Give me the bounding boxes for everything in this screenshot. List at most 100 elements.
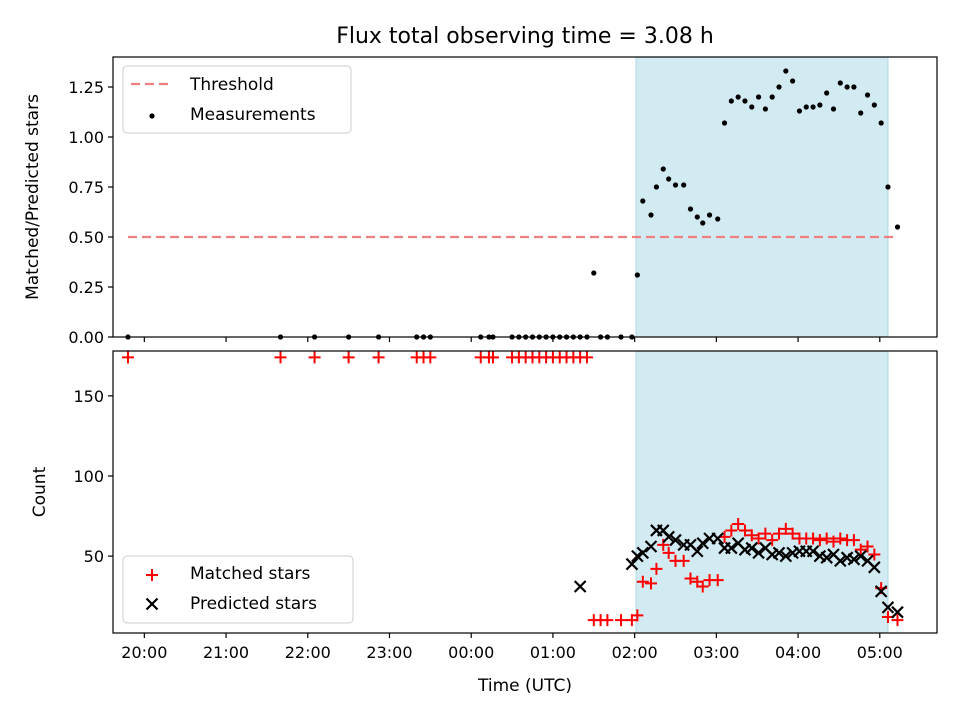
- matched-star-point: [650, 562, 663, 575]
- predicted-star-point: [854, 549, 868, 563]
- measurement-point: [878, 120, 884, 126]
- measurement-point: [885, 184, 891, 190]
- matched-star-point: [601, 614, 614, 627]
- matched-star-point: [779, 522, 792, 535]
- predicted-star-point: [868, 561, 881, 574]
- measurement-point: [796, 108, 803, 114]
- matched-star-point: [786, 527, 799, 540]
- matched-star-point: [752, 532, 765, 545]
- y-tick-label: 0.25: [68, 278, 104, 297]
- predicted-star-point: [772, 546, 786, 560]
- x-tick-label: 20:00: [121, 643, 167, 662]
- y-tick-label: 1.00: [68, 128, 104, 147]
- matched-star-point: [644, 577, 657, 590]
- x-tick-label: 22:00: [285, 643, 331, 662]
- legend-predicted-swatch: [145, 597, 159, 611]
- matched-star-point: [820, 532, 833, 545]
- x-tick-label: 04:00: [775, 643, 821, 662]
- legend-matched-swatch: [146, 569, 158, 581]
- matched-star-point: [580, 351, 593, 364]
- predicted-star-point: [691, 545, 704, 558]
- bottom-legend: Matched stars Predicted stars: [122, 555, 354, 624]
- measurement-point: [894, 224, 901, 230]
- predicted-star-point: [820, 551, 833, 564]
- matched-star-point: [891, 614, 904, 627]
- measurement-point: [810, 104, 816, 110]
- predicted-star-point: [644, 540, 658, 553]
- legend-matched-label: Matched stars: [190, 564, 310, 584]
- x-tick-label: 05:00: [857, 643, 903, 662]
- measurement-point: [700, 220, 706, 226]
- measurement-point: [666, 176, 672, 182]
- observing-window-shade: [635, 56, 889, 338]
- measurement-point: [776, 84, 782, 90]
- measurement-point: [640, 198, 646, 204]
- matched-star-point: [725, 524, 738, 537]
- legend-measurements-label: Measurements: [190, 105, 316, 125]
- matched-star-point: [662, 546, 675, 559]
- measurement-point: [864, 92, 871, 98]
- predicted-star-point: [779, 549, 793, 563]
- predicted-star-point: [847, 553, 861, 566]
- y-tick-label: 150: [73, 387, 104, 406]
- predicted-star-point: [711, 532, 724, 545]
- measurement-point: [591, 270, 597, 276]
- measurement-point: [851, 84, 857, 90]
- matched-star-point: [861, 540, 874, 553]
- matched-star-point: [372, 351, 385, 364]
- measurement-point: [769, 94, 775, 100]
- measurement-point: [858, 110, 864, 116]
- measurement-point: [721, 120, 728, 126]
- x-tick-label: 00:00: [448, 643, 494, 662]
- matched-star-point: [342, 351, 355, 364]
- x-tick-label: 02:00: [612, 643, 658, 662]
- top-panel-frame: [112, 56, 938, 338]
- measurement-point: [817, 102, 823, 108]
- bottom-panel-frame: [112, 350, 938, 634]
- measurement-point: [728, 98, 734, 104]
- predicted-star-point: [806, 545, 820, 558]
- measurement-point: [871, 102, 877, 108]
- matched-star-point: [424, 351, 437, 364]
- predicted-star-point: [834, 554, 847, 568]
- measurement-point: [790, 78, 796, 84]
- matched-star-point: [486, 351, 499, 364]
- measurement-point: [830, 106, 837, 112]
- predicted-star-point: [696, 536, 710, 550]
- measurement-point: [742, 98, 748, 104]
- matched-star-point: [677, 554, 690, 567]
- legend-threshold-label: Threshold: [189, 75, 274, 95]
- measurement-point: [706, 212, 713, 218]
- matched-star-point: [827, 535, 840, 548]
- matched-star-point: [121, 351, 134, 364]
- measurement-point: [687, 206, 694, 212]
- bottom-panel-xlabel: Time (UTC): [477, 676, 572, 696]
- y-tick-label: 1.25: [68, 78, 104, 97]
- matched-star-point: [759, 527, 772, 540]
- measurement-point: [653, 184, 660, 190]
- predicted-star-point: [881, 601, 895, 614]
- matched-star-point: [308, 351, 321, 364]
- matched-star-point: [711, 574, 724, 587]
- predicted-star-point: [891, 605, 904, 619]
- matched-star-point: [696, 580, 709, 593]
- legend-predicted-label: Predicted stars: [190, 594, 317, 614]
- bottom-panel: Count Time (UTC) 20:00 21:00 22:00 23:00 00:…: [30, 350, 938, 696]
- y-tick-label: 0.50: [68, 228, 104, 247]
- measurement-point: [735, 94, 741, 100]
- top-panel-title: Flux total observing time = 3.08 h: [336, 24, 714, 49]
- predicted-star-point: [573, 580, 587, 593]
- measurement-point: [803, 104, 809, 110]
- bottom-panel-ylabel: Count: [30, 466, 50, 517]
- legend-box: [122, 555, 354, 624]
- predicted-star-point: [636, 546, 650, 560]
- measurement-point: [694, 214, 700, 220]
- matched-star-point: [834, 532, 847, 545]
- top-legend: Threshold Measurements: [122, 65, 352, 134]
- predicted-star-point: [662, 530, 675, 544]
- y-tick-label: 50: [84, 547, 104, 566]
- measurement-point: [783, 68, 789, 74]
- matched-star-point: [773, 527, 786, 540]
- measurement-point: [844, 84, 850, 90]
